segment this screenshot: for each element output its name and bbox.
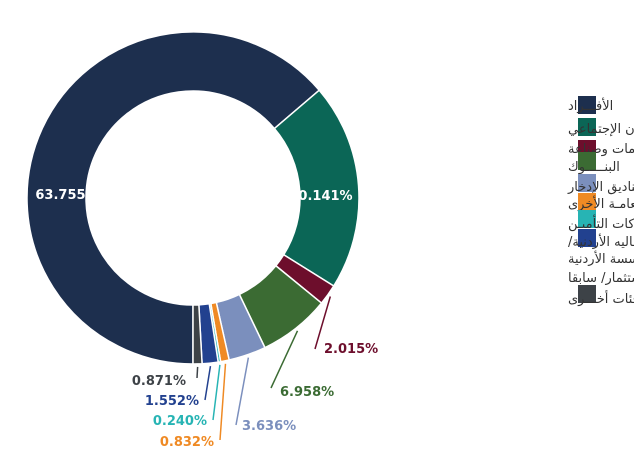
legend-label: المؤسسة العامة للضمان الإجتماعي: [568, 122, 634, 137]
leader-line: [204, 365, 212, 401]
leader-line: [314, 296, 332, 350]
data-label: 0.871%: [132, 374, 186, 389]
legend-label: صناديق الإدخار: [567, 180, 634, 195]
legend-label: وزارة الماليه الأردنية/: [568, 233, 634, 250]
legend-label: شركات التأميـن: [568, 214, 634, 232]
leader-line: [219, 363, 227, 441]
data-label: 0.832%: [160, 435, 214, 450]
data-label: 0.240%: [153, 414, 207, 429]
data-labels: 63.755% 20.141% 2.015% 6.958% 3.636% 0.832% 0.…: [35, 188, 378, 450]
leader-lines: [196, 296, 332, 441]
legend-label: فئات أخـــرى: [568, 290, 634, 307]
legend-label: البنـــــوك: [568, 160, 620, 175]
legend-label: المؤسسات العامـة الأخرى: [568, 195, 634, 212]
legend-label: الأفـــراد: [568, 97, 613, 114]
legend-label: شركات خدمات وصناعة: [568, 142, 634, 157]
pie-slice: [26, 31, 321, 365]
legend-swatch: [578, 210, 596, 228]
data-label: 2.015%: [324, 342, 378, 357]
leader-line: [235, 357, 250, 426]
pie-slice: [192, 304, 203, 365]
data-label: 1.552%: [145, 394, 199, 409]
legend-swatch: [578, 285, 596, 303]
legend-swatch: [578, 96, 596, 114]
legend-label: للاستثمار/ سابقا: [568, 271, 634, 286]
legend-swatch: [578, 193, 596, 211]
data-label: 63.755%: [35, 188, 98, 203]
leader-line: [212, 364, 221, 421]
data-label: 3.636%: [242, 419, 296, 434]
leader-line: [196, 366, 199, 379]
legend: الأفـــراد المؤسسة العامة للضمان الإجتماع…: [567, 96, 634, 307]
legend-swatch: [578, 152, 596, 170]
leader-line: [270, 330, 299, 389]
legend-label: المؤسسة الأردنية: [568, 250, 634, 267]
data-label: 20.141%: [289, 189, 352, 204]
legend-swatch: [578, 174, 596, 192]
data-label: 6.958%: [280, 385, 334, 400]
legend-swatch: [578, 118, 596, 136]
legend-swatch: [578, 229, 596, 247]
donut-slices: [26, 31, 360, 365]
